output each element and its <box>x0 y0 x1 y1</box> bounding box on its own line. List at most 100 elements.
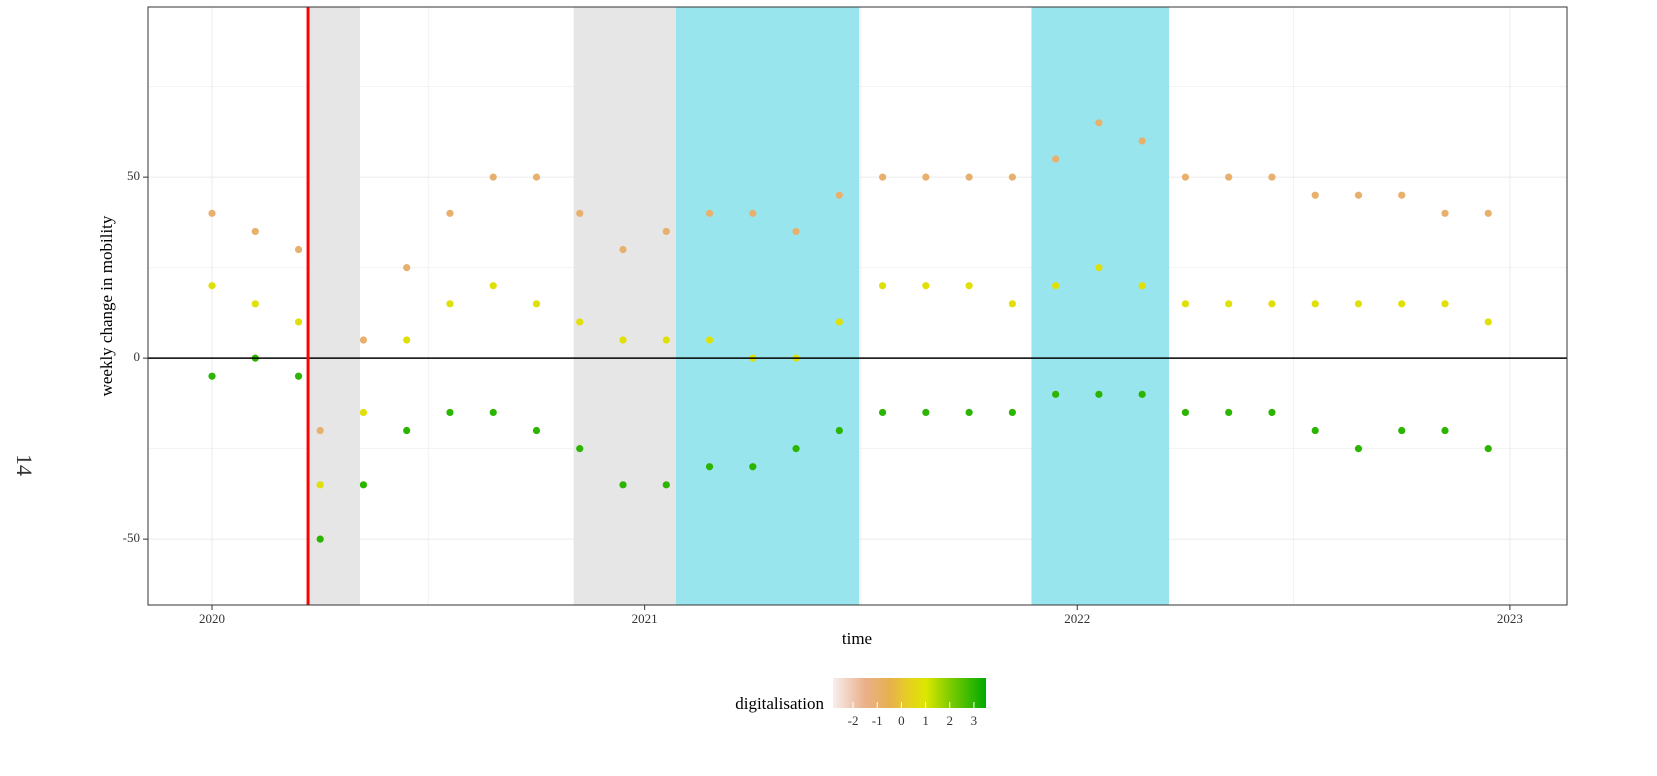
point <box>489 173 497 181</box>
point <box>1225 300 1233 308</box>
point <box>1008 300 1016 308</box>
point <box>1225 408 1233 417</box>
point <box>965 408 973 417</box>
x-tick-label: 2020 <box>199 611 225 626</box>
colorbar-tick-label: 2 <box>946 713 953 728</box>
point <box>1181 408 1190 417</box>
point <box>619 336 627 344</box>
point <box>1008 408 1016 417</box>
point <box>1398 191 1406 199</box>
point <box>835 426 843 435</box>
point <box>1138 137 1146 145</box>
point <box>251 227 259 236</box>
point <box>922 282 930 290</box>
point <box>403 426 411 435</box>
point <box>576 445 584 453</box>
point <box>208 282 216 290</box>
point <box>208 209 216 217</box>
x-tick-label: 2021 <box>632 611 658 626</box>
point <box>576 318 584 326</box>
point <box>1484 209 1492 217</box>
point <box>878 282 887 290</box>
point <box>446 408 454 417</box>
page-number: 14 <box>12 454 37 476</box>
plot-border <box>147 6 1568 606</box>
point <box>749 209 757 217</box>
point <box>1181 173 1190 181</box>
point <box>316 426 324 435</box>
point <box>749 463 757 471</box>
point <box>1484 445 1492 453</box>
point <box>1138 282 1146 290</box>
point <box>619 245 627 254</box>
point <box>1441 426 1449 435</box>
shaded-period <box>573 7 676 605</box>
point <box>1398 426 1406 435</box>
point <box>1138 390 1146 398</box>
x-tick-label: 2022 <box>1064 611 1090 626</box>
point <box>489 282 497 290</box>
point <box>489 408 497 417</box>
point <box>1354 191 1363 199</box>
point <box>1181 300 1190 308</box>
point <box>878 173 887 181</box>
y-tick-label: -50 <box>123 530 140 545</box>
x-tick-label: 2023 <box>1497 611 1523 626</box>
point <box>208 372 216 380</box>
legend-title: digitalisation <box>735 694 824 713</box>
point <box>1008 173 1016 181</box>
point <box>835 191 843 199</box>
point <box>294 318 303 326</box>
point <box>532 300 541 308</box>
shaded-period <box>1031 7 1169 605</box>
shaded-period <box>309 7 360 605</box>
point <box>1268 300 1276 308</box>
point <box>359 481 368 489</box>
point <box>532 426 541 435</box>
point <box>922 408 930 417</box>
point <box>1311 426 1319 435</box>
point <box>1354 445 1363 453</box>
point <box>1311 300 1319 308</box>
x-axis-title: time <box>842 629 872 648</box>
point <box>1398 300 1406 308</box>
point <box>1311 191 1319 199</box>
colorbar-tick-label: -2 <box>848 713 859 728</box>
point <box>705 463 714 471</box>
shaded-period <box>675 7 860 605</box>
point <box>705 209 714 217</box>
point <box>446 300 454 308</box>
point <box>316 535 324 543</box>
point <box>359 408 368 417</box>
point <box>1225 173 1233 181</box>
point <box>251 300 259 308</box>
point <box>1095 390 1103 398</box>
point <box>878 408 887 417</box>
point <box>532 173 541 181</box>
y-tick-label: 0 <box>134 349 141 364</box>
point <box>576 209 584 217</box>
point <box>403 336 411 344</box>
point <box>792 445 800 453</box>
point <box>294 372 303 380</box>
point <box>965 173 973 181</box>
point <box>1052 282 1060 290</box>
colorbar-tick-label: 3 <box>971 713 978 728</box>
point <box>1052 390 1060 398</box>
colorbar-tick-label: 1 <box>922 713 929 728</box>
point <box>619 481 627 489</box>
point <box>1095 119 1103 127</box>
y-tick-label: 50 <box>127 168 140 183</box>
point <box>1052 155 1060 163</box>
point <box>359 336 368 344</box>
y-axis-title: weekly change in mobility <box>97 215 116 396</box>
point <box>1095 264 1103 272</box>
point <box>1354 300 1363 308</box>
point <box>662 481 670 489</box>
point <box>965 282 973 290</box>
point <box>316 481 324 489</box>
point <box>662 336 670 344</box>
point <box>1441 300 1449 308</box>
point <box>403 264 411 272</box>
